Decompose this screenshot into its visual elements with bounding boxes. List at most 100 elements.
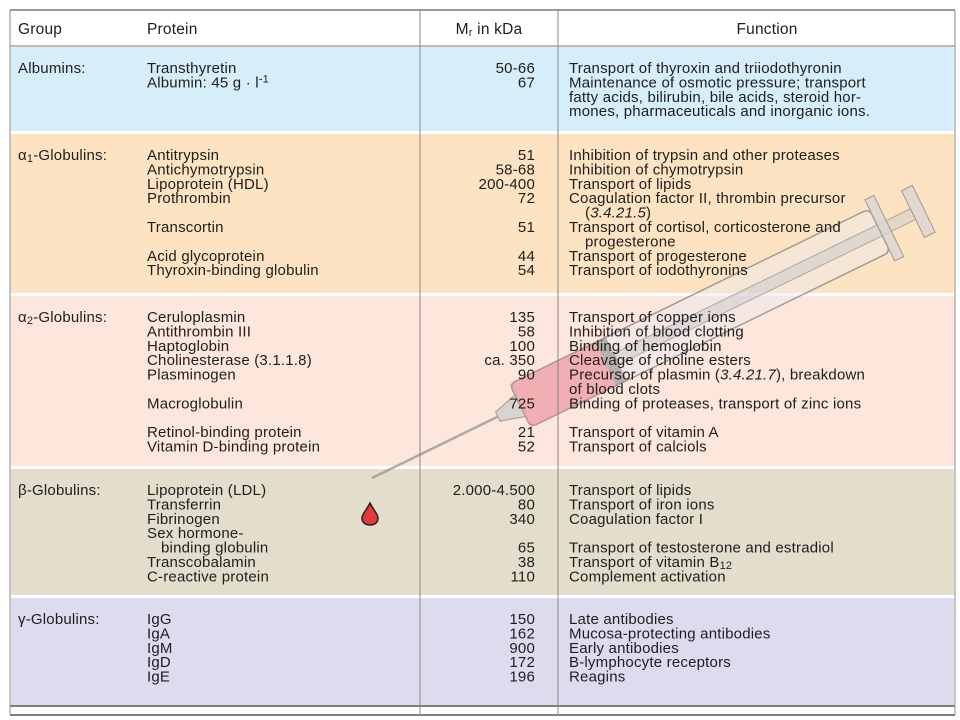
syringe-flange <box>864 194 905 262</box>
protein-name: Transcortin <box>147 219 224 236</box>
protein-name: IgE <box>147 669 170 686</box>
header-group: Group <box>18 21 62 38</box>
function-text: Late antibodies <box>569 611 674 628</box>
protein-name: Prothrombin <box>147 190 231 207</box>
sub-text: 2 <box>27 315 33 327</box>
sub-text: 1 <box>27 153 33 165</box>
function-text: fatty acids, bilirubin, bile acids, ster… <box>569 89 861 106</box>
molecular-mass: 58-68 <box>496 161 535 178</box>
function-text: Transport of progesterone <box>569 248 747 265</box>
header-protein: Protein <box>147 21 198 38</box>
molecular-mass: 2.000-4.500 <box>453 482 535 499</box>
protein-name: Sex hormone- <box>147 525 244 542</box>
protein-name: Cholinesterase (3.1.1.8) <box>147 352 312 369</box>
group-name: Albumins: <box>18 60 86 77</box>
protein-name: Thyroxin-binding globulin <box>147 262 319 279</box>
molecular-mass: 725 <box>509 395 535 412</box>
protein-name: Albumin: 45 g · l-1 <box>147 73 269 91</box>
function-text: Cleavage of choline esters <box>569 352 751 369</box>
function-text: Transport of lipids <box>569 176 691 193</box>
function-text: Transport of iron ions <box>569 496 715 513</box>
function-text: Coagulation factor I <box>569 511 703 528</box>
protein-name: Fibrinogen <box>147 511 220 528</box>
molecular-mass: 50-66 <box>496 60 535 77</box>
molecular-mass: 100 <box>509 338 535 355</box>
protein-name: Plasminogen <box>147 367 236 384</box>
molecular-mass: 58 <box>518 323 535 340</box>
protein-name: Transcobalamin <box>147 554 256 571</box>
function-text: Transport of copper ions <box>569 309 736 326</box>
function-text: Binding of proteases, transport of zinc … <box>569 395 861 412</box>
protein-name: IgG <box>147 611 172 628</box>
syringe-piston <box>595 337 627 386</box>
function-text: B-lymphocyte receptors <box>569 654 731 671</box>
syringe-illustration <box>371 184 936 480</box>
protein-name: Lipoprotein (HDL) <box>147 176 269 193</box>
molecular-mass: 340 <box>509 511 535 528</box>
function-text: Transport of lipids <box>569 482 691 499</box>
molecular-mass: 90 <box>518 367 535 384</box>
sub-text: 12 <box>720 560 733 572</box>
syringe-liquid <box>509 342 617 428</box>
protein-name: C-reactive protein <box>147 568 269 585</box>
function-text: Inhibition of blood clotting <box>569 323 744 340</box>
syringe-thumb <box>900 184 936 239</box>
blood-drop <box>361 501 379 526</box>
table-text: Group Protein Mr in kDa Function Albumins: Tr… <box>18 21 870 685</box>
protein-name: Antitrypsin <box>147 147 219 164</box>
function-text: Reagins <box>569 669 625 686</box>
molecular-mass: 135 <box>509 309 535 326</box>
protein-name: Vitamin D-binding protein <box>147 439 320 456</box>
text-part: ) <box>646 205 651 222</box>
molecular-mass: 200-400 <box>479 176 535 193</box>
protein-name: IgA <box>147 625 170 642</box>
text-part: M <box>456 21 469 38</box>
function-text: progesterone <box>585 233 676 250</box>
text-part: -Globulins: <box>33 147 107 164</box>
row-bands <box>11 47 954 705</box>
group-band <box>11 598 954 705</box>
text-part: α <box>18 147 27 164</box>
function-text: Early antibodies <box>569 640 679 657</box>
molecular-mass: 52 <box>518 439 535 456</box>
molecular-mass: 51 <box>518 147 535 164</box>
molecular-mass: 72 <box>518 190 535 207</box>
function-text: mones, pharmaceuticals and inorganic ion… <box>569 103 870 120</box>
syringe-hub <box>494 394 527 422</box>
group-name: β-Globulins: <box>18 482 101 499</box>
text-part: ), breakdown <box>776 367 865 384</box>
protein-name: Lipoprotein (LDL) <box>147 482 266 499</box>
function-text: Inhibition of trypsin and other protease… <box>569 147 840 164</box>
molecular-mass: 162 <box>509 625 535 642</box>
function-text: Transport of vitamin B12 <box>569 554 732 572</box>
molecular-mass: 80 <box>518 496 535 513</box>
group-band <box>11 469 954 595</box>
molecular-mass: 900 <box>509 640 535 657</box>
protein-name: Haptoglobin <box>147 338 229 355</box>
group-name: α1-Globulins: <box>18 147 107 165</box>
function-text: of blood clots <box>569 381 660 398</box>
molecular-mass: 38 <box>518 554 535 571</box>
group-name: α2-Globulins: <box>18 309 107 327</box>
function-text: Transport of cortisol, corticosterone an… <box>569 219 841 236</box>
group-band <box>11 47 954 131</box>
text-part: ( <box>585 205 590 222</box>
protein-name: Antithrombin III <box>147 323 251 340</box>
sub-text: r <box>469 27 473 39</box>
molecular-mass: 54 <box>518 262 535 279</box>
protein-name: Acid glycoprotein <box>147 248 265 265</box>
function-text: Transport of calciols <box>569 439 707 456</box>
molecular-mass: 44 <box>518 248 535 265</box>
protein-name: Retinol-binding protein <box>147 424 302 441</box>
italic-text: 3.4.21.7 <box>720 367 776 384</box>
function-text: Maintenance of osmotic pressure; transpo… <box>569 74 867 91</box>
protein-name: Macroglobulin <box>147 395 243 412</box>
function-text: Binding of hemoglobin <box>569 338 722 355</box>
molecular-mass: 65 <box>518 540 535 557</box>
molecular-mass: ca. 350 <box>484 352 535 369</box>
function-text: Coagulation factor II, thrombin precurso… <box>569 190 846 207</box>
protein-name: Transferrin <box>147 496 221 513</box>
protein-name: IgM <box>147 640 173 657</box>
